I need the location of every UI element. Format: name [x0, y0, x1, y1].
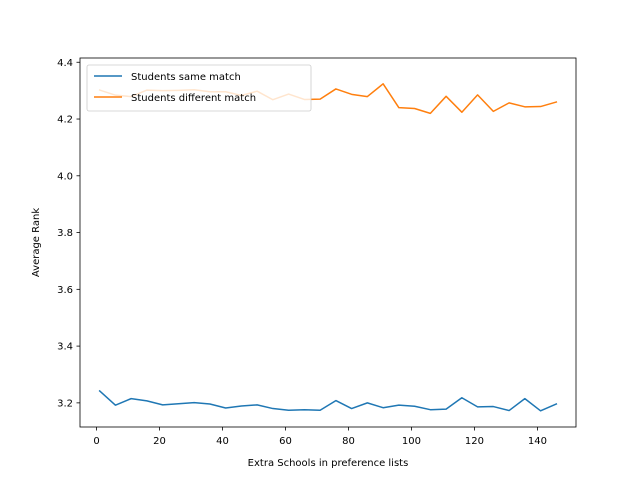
series-line-1 — [98, 389, 558, 412]
x-axis-label: Extra Schools in preference lists — [248, 458, 409, 469]
tick-layer: 0 20 40 60 80 100 120 140 3.2 3.4 3.6 3.8 4.0 4.2 4.4 — [57, 58, 547, 447]
legend: Students same match Students different m… — [86, 64, 312, 112]
y-tick-label: 4.2 — [57, 115, 73, 126]
y-tick-label: 4.4 — [57, 58, 73, 69]
y-tick-label: 3.4 — [57, 342, 73, 353]
legend-label-series-2: Students different match — [131, 93, 256, 104]
plot-area — [80, 58, 576, 427]
x-tick-label: 60 — [279, 436, 292, 447]
y-axis-label: Average Rank — [31, 208, 42, 277]
x-tick-label: 40 — [216, 436, 229, 447]
y-tick-label: 3.8 — [57, 228, 73, 239]
plot-frame — [79, 57, 577, 428]
legend-frame — [86, 64, 312, 112]
x-tick-label: 140 — [528, 436, 547, 447]
x-tick-label: 0 — [93, 436, 99, 447]
x-tick-label: 20 — [153, 436, 166, 447]
x-tick-label: 100 — [402, 436, 421, 447]
y-tick-label: 3.2 — [57, 398, 73, 409]
x-tick-label: 80 — [342, 436, 355, 447]
x-tick-label: 120 — [465, 436, 484, 447]
legend-label-series-1: Students same match — [131, 72, 241, 83]
y-tick-label: 4.0 — [57, 171, 73, 182]
y-tick-label: 3.6 — [57, 285, 73, 296]
